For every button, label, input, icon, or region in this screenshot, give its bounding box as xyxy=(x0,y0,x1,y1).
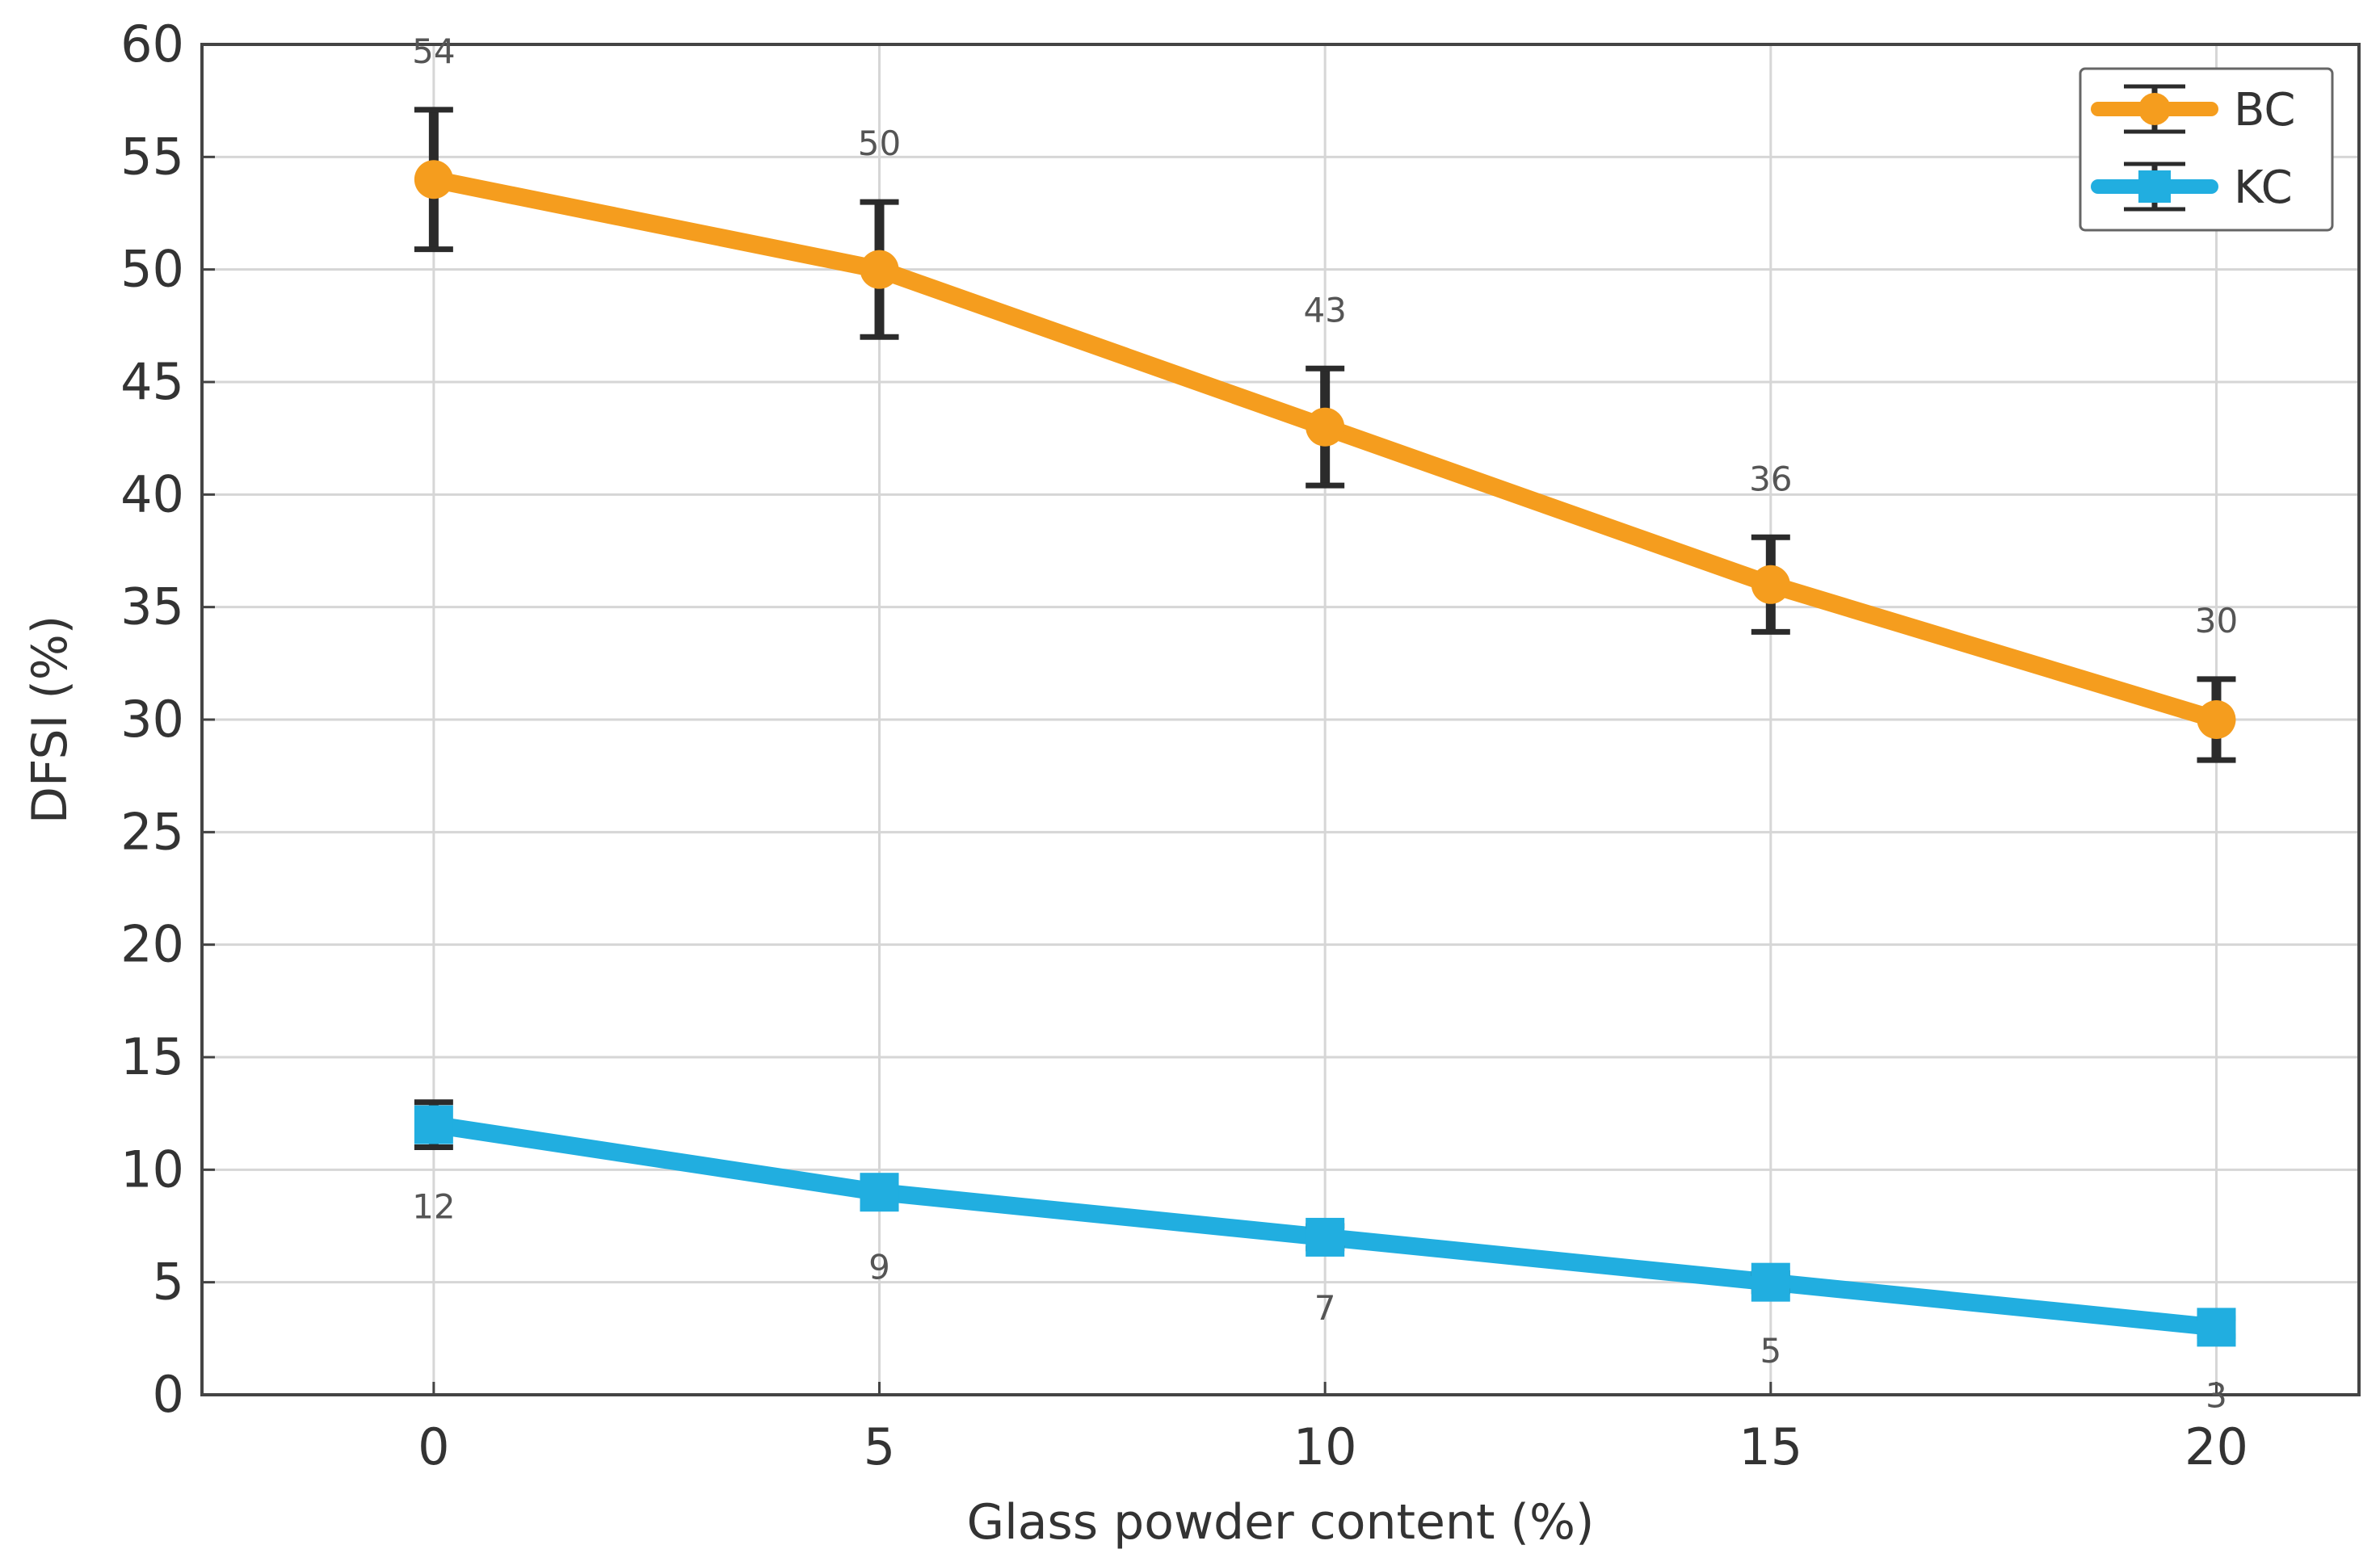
x-tick-label: 0 xyxy=(418,1417,449,1476)
x-tick-label: 5 xyxy=(864,1417,895,1476)
y-tick-label: 45 xyxy=(120,352,184,411)
y-tick-label: 60 xyxy=(120,15,184,73)
data-label: 50 xyxy=(858,124,901,163)
data-point xyxy=(1306,407,1345,447)
y-tick-label: 35 xyxy=(120,577,184,636)
x-axis-label: Glass powder content (%) xyxy=(967,1494,1595,1551)
series-layer xyxy=(414,107,2236,1347)
y-tick-label: 40 xyxy=(120,464,184,523)
data-point xyxy=(414,160,453,199)
data-label: 7 xyxy=(1314,1288,1336,1328)
data-point xyxy=(414,1105,453,1144)
data-labels: 54 50 43 36 30 12 9 7 5 3 xyxy=(412,31,2238,1416)
legend-marker xyxy=(2138,93,2171,125)
series-kc xyxy=(414,1099,2236,1347)
data-point xyxy=(2197,700,2236,739)
y-tick-label: 10 xyxy=(120,1140,184,1199)
x-tick-label: 15 xyxy=(1739,1417,1802,1476)
data-label: 36 xyxy=(1749,459,1792,498)
data-label: 30 xyxy=(2195,601,2238,640)
data-point xyxy=(2197,1308,2236,1347)
data-point xyxy=(1751,565,1790,604)
x-tick-label: 10 xyxy=(1293,1417,1357,1476)
legend: BC KC xyxy=(2079,67,2334,232)
y-tick-label: 50 xyxy=(120,240,184,299)
data-label: 43 xyxy=(1303,290,1346,330)
y-tick-label: 0 xyxy=(153,1365,184,1424)
data-point xyxy=(860,1173,899,1212)
data-label: 54 xyxy=(412,31,455,71)
y-tick-label: 25 xyxy=(120,802,184,861)
y-tick-label: 15 xyxy=(120,1027,184,1086)
data-point xyxy=(860,250,899,289)
y-tick-label: 30 xyxy=(120,690,184,749)
data-point xyxy=(1751,1262,1790,1302)
data-point xyxy=(1306,1217,1345,1257)
y-tick-label: 20 xyxy=(120,915,184,974)
data-label: 3 xyxy=(2205,1376,2227,1416)
data-label: 9 xyxy=(868,1248,890,1287)
data-label: 5 xyxy=(1760,1331,1781,1371)
x-tick-label: 20 xyxy=(2184,1417,2248,1476)
y-tick-label: 5 xyxy=(153,1253,184,1312)
y-axis-label: DFSI (%) xyxy=(22,615,78,824)
legend-label-bc: BC xyxy=(2234,84,2296,136)
y-tick-label: 55 xyxy=(120,127,184,186)
data-label: 12 xyxy=(412,1186,455,1226)
legend-label-kc: KC xyxy=(2234,162,2293,214)
legend-marker xyxy=(2138,170,2171,203)
series-bc xyxy=(414,107,2236,763)
